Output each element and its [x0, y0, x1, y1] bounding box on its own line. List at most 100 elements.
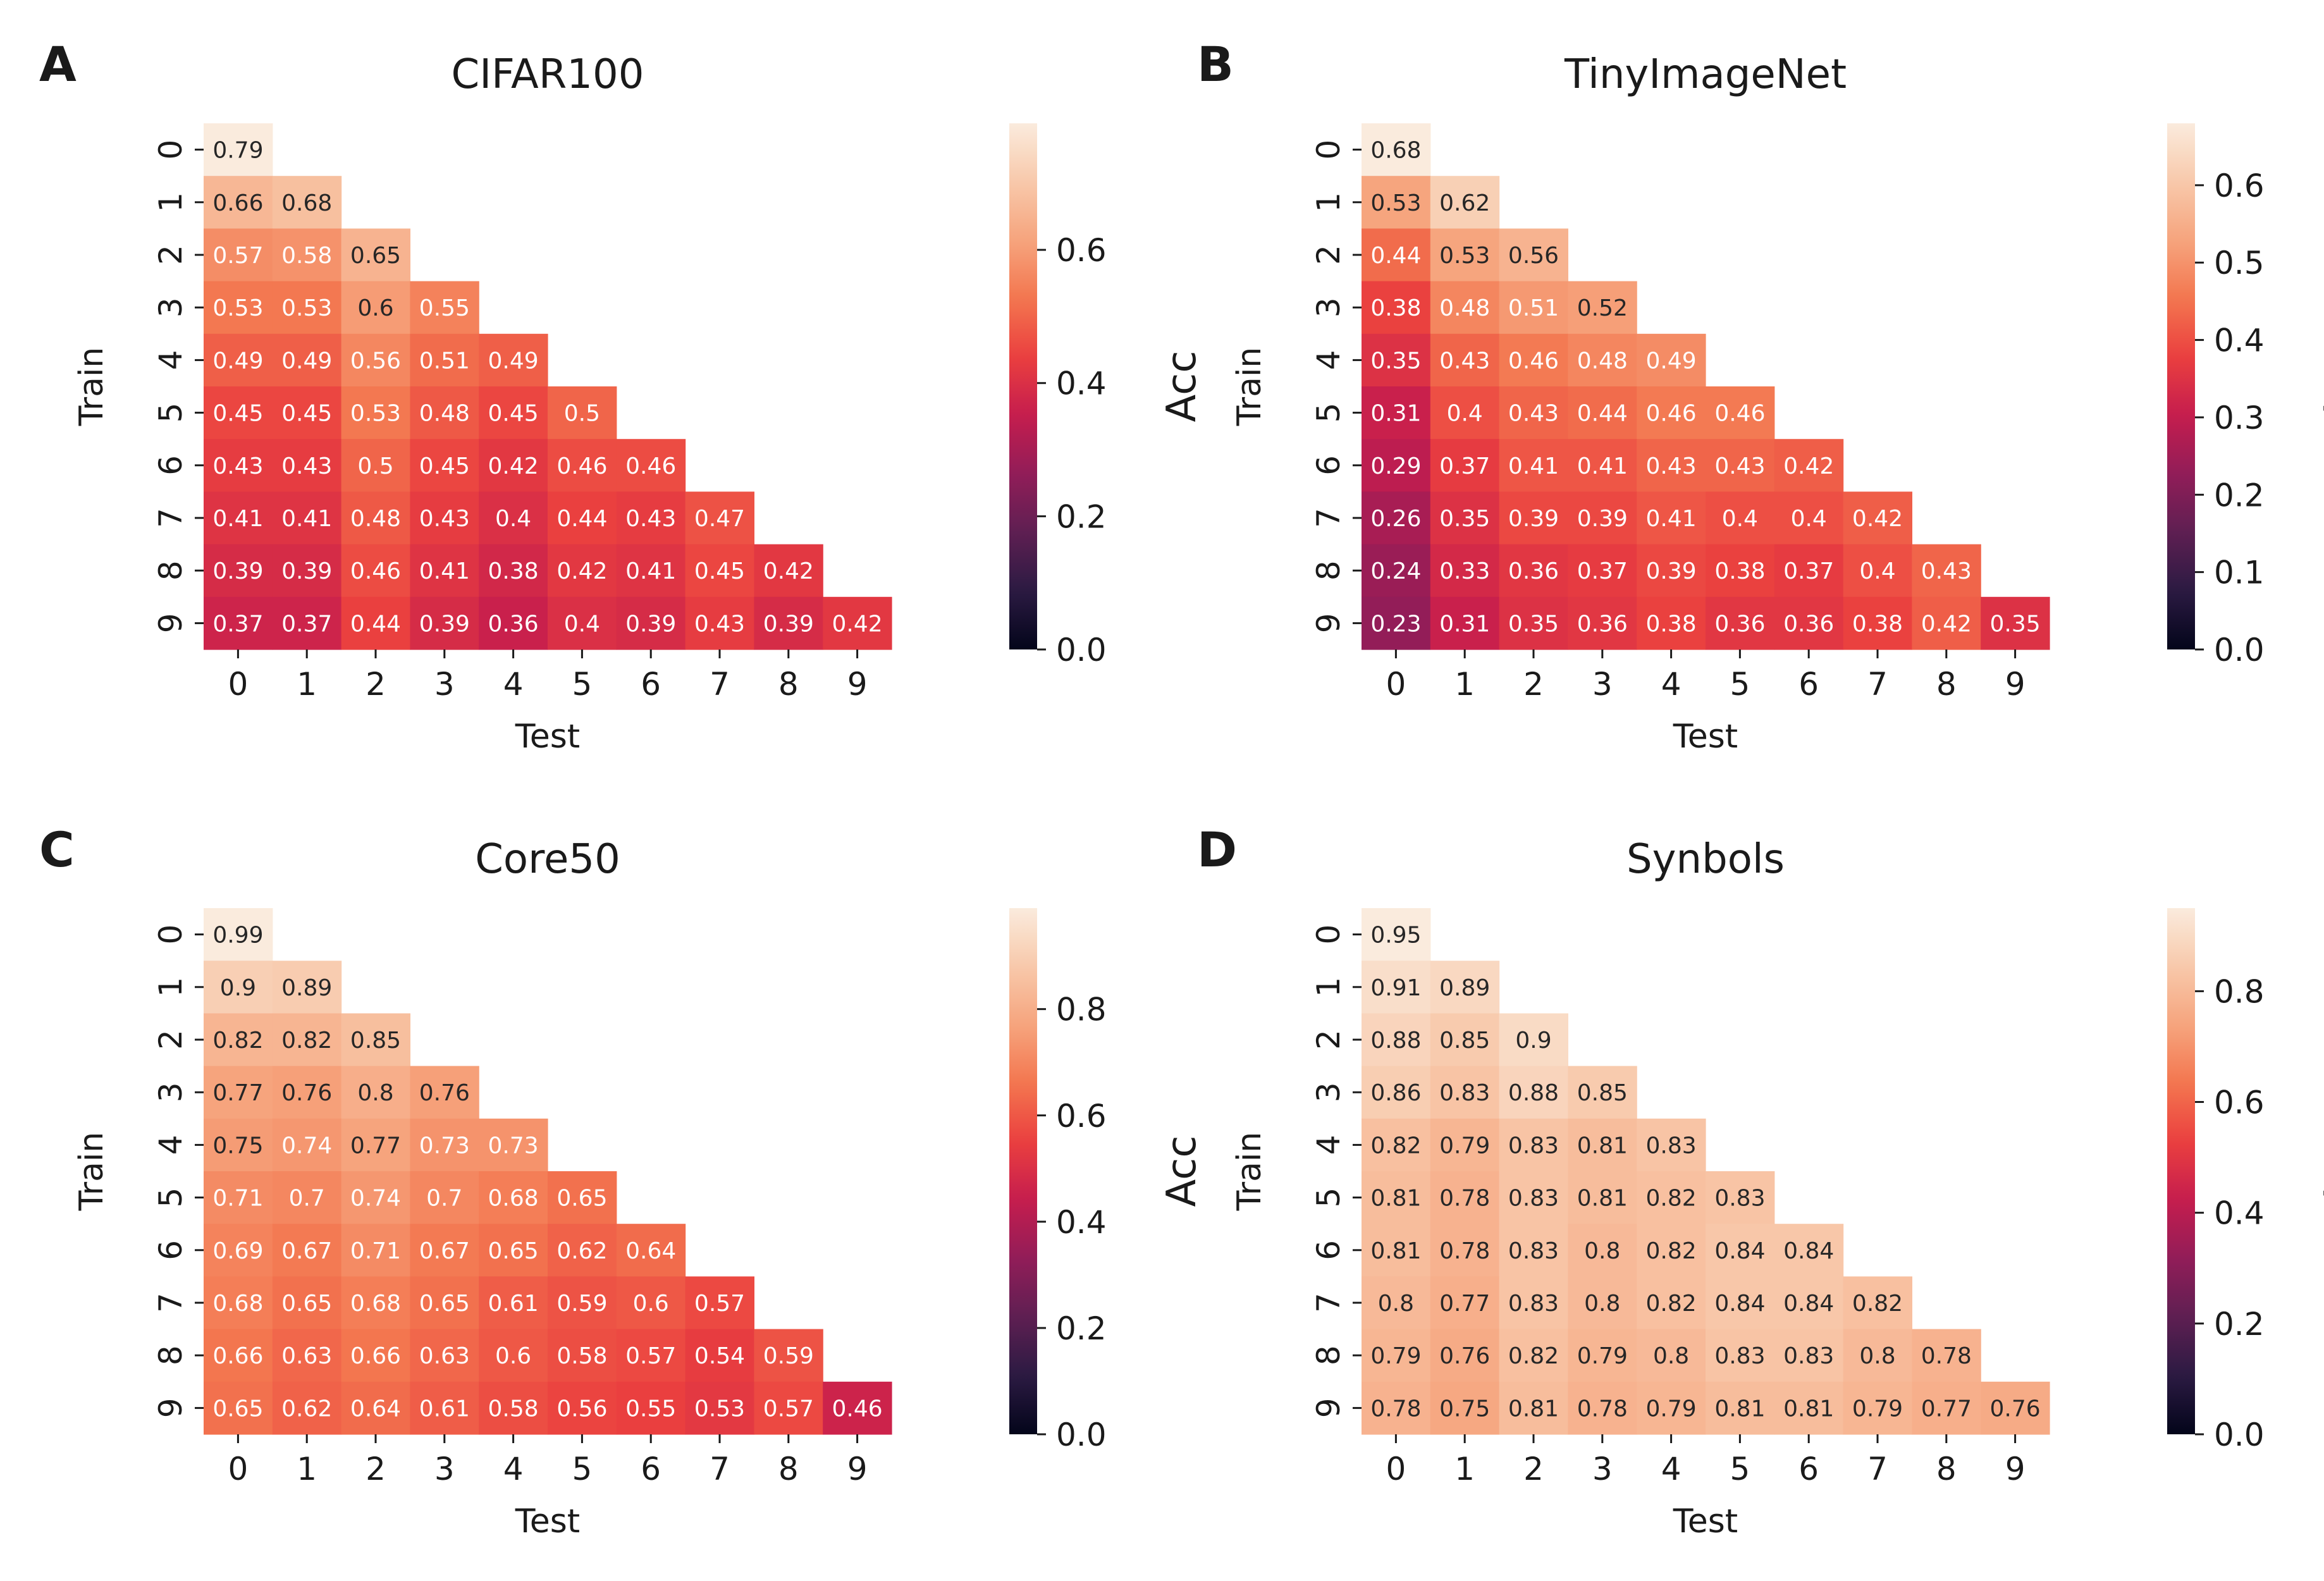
y-tick-label: 5 — [152, 1188, 189, 1208]
y-tick-label: 8 — [1310, 560, 1347, 581]
heatmap-cell — [204, 228, 273, 282]
cell-value-label: 0.82 — [1508, 1343, 1559, 1369]
cell-value-label: 0.82 — [1646, 1238, 1697, 1264]
colorbar-tick-label: 0.6 — [2214, 1085, 2265, 1121]
cell-value-label: 0.37 — [1783, 558, 1834, 584]
heatmap-cell — [1362, 1381, 1431, 1435]
cell-value-label: 0.43 — [281, 453, 332, 479]
heatmap-cell — [1568, 333, 1637, 387]
cell-value-label: 0.46 — [1508, 348, 1559, 374]
cell-value-label: 0.46 — [625, 453, 676, 479]
colorbar-tick-label: 0.8 — [1056, 992, 1107, 1028]
heatmap-cell — [1499, 1276, 1568, 1330]
x-tick-label: 4 — [1661, 666, 1682, 703]
heatmap-cell — [1362, 961, 1431, 1014]
colorbar-tick-label: 0.8 — [2214, 973, 2265, 1010]
heatmap-cell — [1362, 386, 1431, 440]
cell-value-label: 0.24 — [1370, 558, 1421, 584]
cell-value-label: 0.41 — [1508, 453, 1559, 479]
y-tick-label: 2 — [1310, 1030, 1347, 1050]
heatmap-cell — [685, 544, 754, 598]
y-tick-label: 7 — [1310, 1293, 1347, 1313]
heatmap-cell — [341, 386, 410, 440]
heatmap-cell — [616, 1381, 686, 1435]
heatmap-cell — [341, 596, 410, 650]
cell-value-label: 0.83 — [1439, 1080, 1490, 1106]
cell-value-label: 0.56 — [350, 348, 401, 374]
heatmap-cell — [1706, 386, 1775, 440]
heatmap-cell — [1637, 1276, 1706, 1330]
cell-value-label: 0.61 — [488, 1291, 539, 1317]
panel-letter: C — [39, 821, 75, 878]
chart-title: Core50 — [475, 836, 620, 883]
y-tick-label: 8 — [152, 560, 189, 581]
y-tick-label: 0 — [152, 140, 189, 160]
y-tick-label: 1 — [152, 192, 189, 212]
heatmap-cell — [1706, 491, 1775, 545]
colorbar-tick-label: 0.6 — [2214, 168, 2265, 204]
heatmap-cell — [479, 1118, 548, 1172]
cell-value-label: 0.95 — [1370, 923, 1421, 949]
cell-value-label: 0.36 — [1577, 611, 1628, 637]
heatmap-cell — [1499, 1066, 1568, 1119]
cell-value-label: 0.36 — [1783, 611, 1834, 637]
heatmap-cell — [272, 544, 342, 598]
heatmap-cell — [1430, 281, 1500, 335]
cell-value-label: 0.62 — [281, 1396, 332, 1422]
cell-value-label: 0.91 — [1370, 975, 1421, 1001]
heatmap-cell — [1568, 1066, 1637, 1119]
heatmap-cell — [1637, 386, 1706, 440]
cell-value-label: 0.54 — [694, 1343, 745, 1369]
y-tick-label: 7 — [152, 1293, 189, 1313]
cell-value-label: 0.78 — [1577, 1396, 1628, 1422]
heatmap-cell — [410, 1224, 479, 1277]
heatmap-cell — [1430, 439, 1500, 492]
cell-value-label: 0.52 — [1577, 295, 1628, 321]
cell-value-label: 0.26 — [1370, 506, 1421, 532]
cell-value-label: 0.56 — [556, 1396, 607, 1422]
cell-value-label: 0.43 — [694, 611, 745, 637]
heatmap-cell — [272, 1171, 342, 1224]
y-tick-label: 2 — [1310, 245, 1347, 265]
heatmap-cell — [204, 544, 273, 598]
cell-value-label: 0.33 — [1439, 558, 1490, 584]
heatmap-cell — [685, 1381, 754, 1435]
cell-value-label: 0.83 — [1783, 1343, 1834, 1369]
heatmap-cell — [479, 386, 548, 440]
cell-value-label: 0.44 — [1370, 243, 1421, 269]
cell-value-label: 0.55 — [419, 295, 470, 321]
heatmap-cell — [823, 1381, 892, 1435]
cell-value-label: 0.57 — [625, 1343, 676, 1369]
cell-value-label: 0.48 — [1577, 348, 1628, 374]
heatmap-cell — [754, 544, 823, 598]
cell-value-label: 0.78 — [1439, 1186, 1490, 1212]
heatmap-cell — [272, 1329, 342, 1382]
y-tick-label: 4 — [152, 350, 189, 370]
cell-value-label: 0.39 — [212, 558, 263, 584]
x-tick-label: 1 — [1454, 666, 1475, 703]
heatmap-cell — [272, 333, 342, 387]
cell-value-label: 0.83 — [1646, 1133, 1697, 1159]
cell-value-label: 0.84 — [1714, 1238, 1765, 1264]
cell-value-label: 0.8 — [1653, 1343, 1689, 1369]
heatmap-cell — [1430, 1224, 1500, 1277]
heatmap-cell — [1568, 491, 1637, 545]
colorbar-tick-label: 0.4 — [2214, 1195, 2265, 1232]
cell-value-label: 0.53 — [1370, 190, 1421, 216]
cell-value-label: 0.83 — [1714, 1343, 1765, 1369]
y-tick-label: 4 — [1310, 350, 1347, 370]
x-tick-label: 1 — [1454, 1451, 1475, 1487]
cell-value-label: 0.37 — [1439, 453, 1490, 479]
cell-value-label: 0.61 — [419, 1396, 470, 1422]
colorbar-tick-label: 0.2 — [1056, 1310, 1107, 1347]
cell-value-label: 0.65 — [281, 1291, 332, 1317]
cell-value-label: 0.78 — [1370, 1396, 1421, 1422]
heatmap-cell — [204, 1171, 273, 1224]
cell-value-label: 0.7 — [289, 1186, 325, 1212]
x-tick-label: 7 — [710, 666, 730, 703]
heatmap-cell — [1499, 1118, 1568, 1172]
heatmap-cell — [479, 333, 548, 387]
heatmap-cell — [1430, 1066, 1500, 1119]
cell-value-label: 0.73 — [419, 1133, 470, 1159]
cell-value-label: 0.64 — [350, 1396, 401, 1422]
